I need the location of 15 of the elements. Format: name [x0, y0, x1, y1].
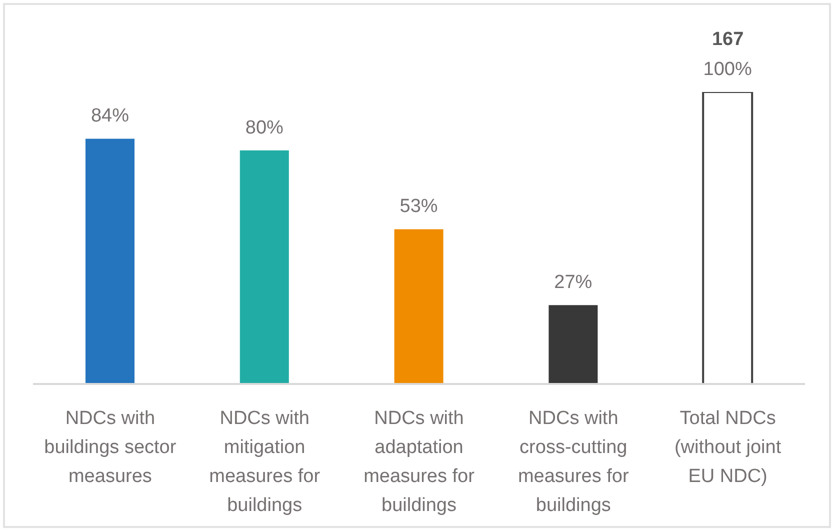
x-tick-label: NDCs with buildings sector measures	[44, 408, 177, 487]
x-tick-label: Total NDCs (without joint EU NDC)	[674, 408, 782, 487]
x-tick-label: NDCs with mitigation measures for buildings	[209, 408, 321, 516]
data-label: 53%	[400, 196, 438, 218]
data-label: 27%	[554, 272, 592, 294]
data-label: 84%	[90, 106, 130, 127]
bar	[394, 229, 444, 384]
bar	[240, 150, 289, 384]
bar	[85, 138, 134, 384]
x-tick-label: NDCs with cross-cutting measures for buildings	[518, 408, 630, 516]
data-label: 80%	[245, 117, 284, 138]
data-label: 100%	[703, 59, 752, 80]
x-tick-label: NDCs with adaptation measures for buildings	[364, 408, 476, 516]
annotation: 167	[712, 29, 744, 50]
bar	[548, 305, 598, 384]
